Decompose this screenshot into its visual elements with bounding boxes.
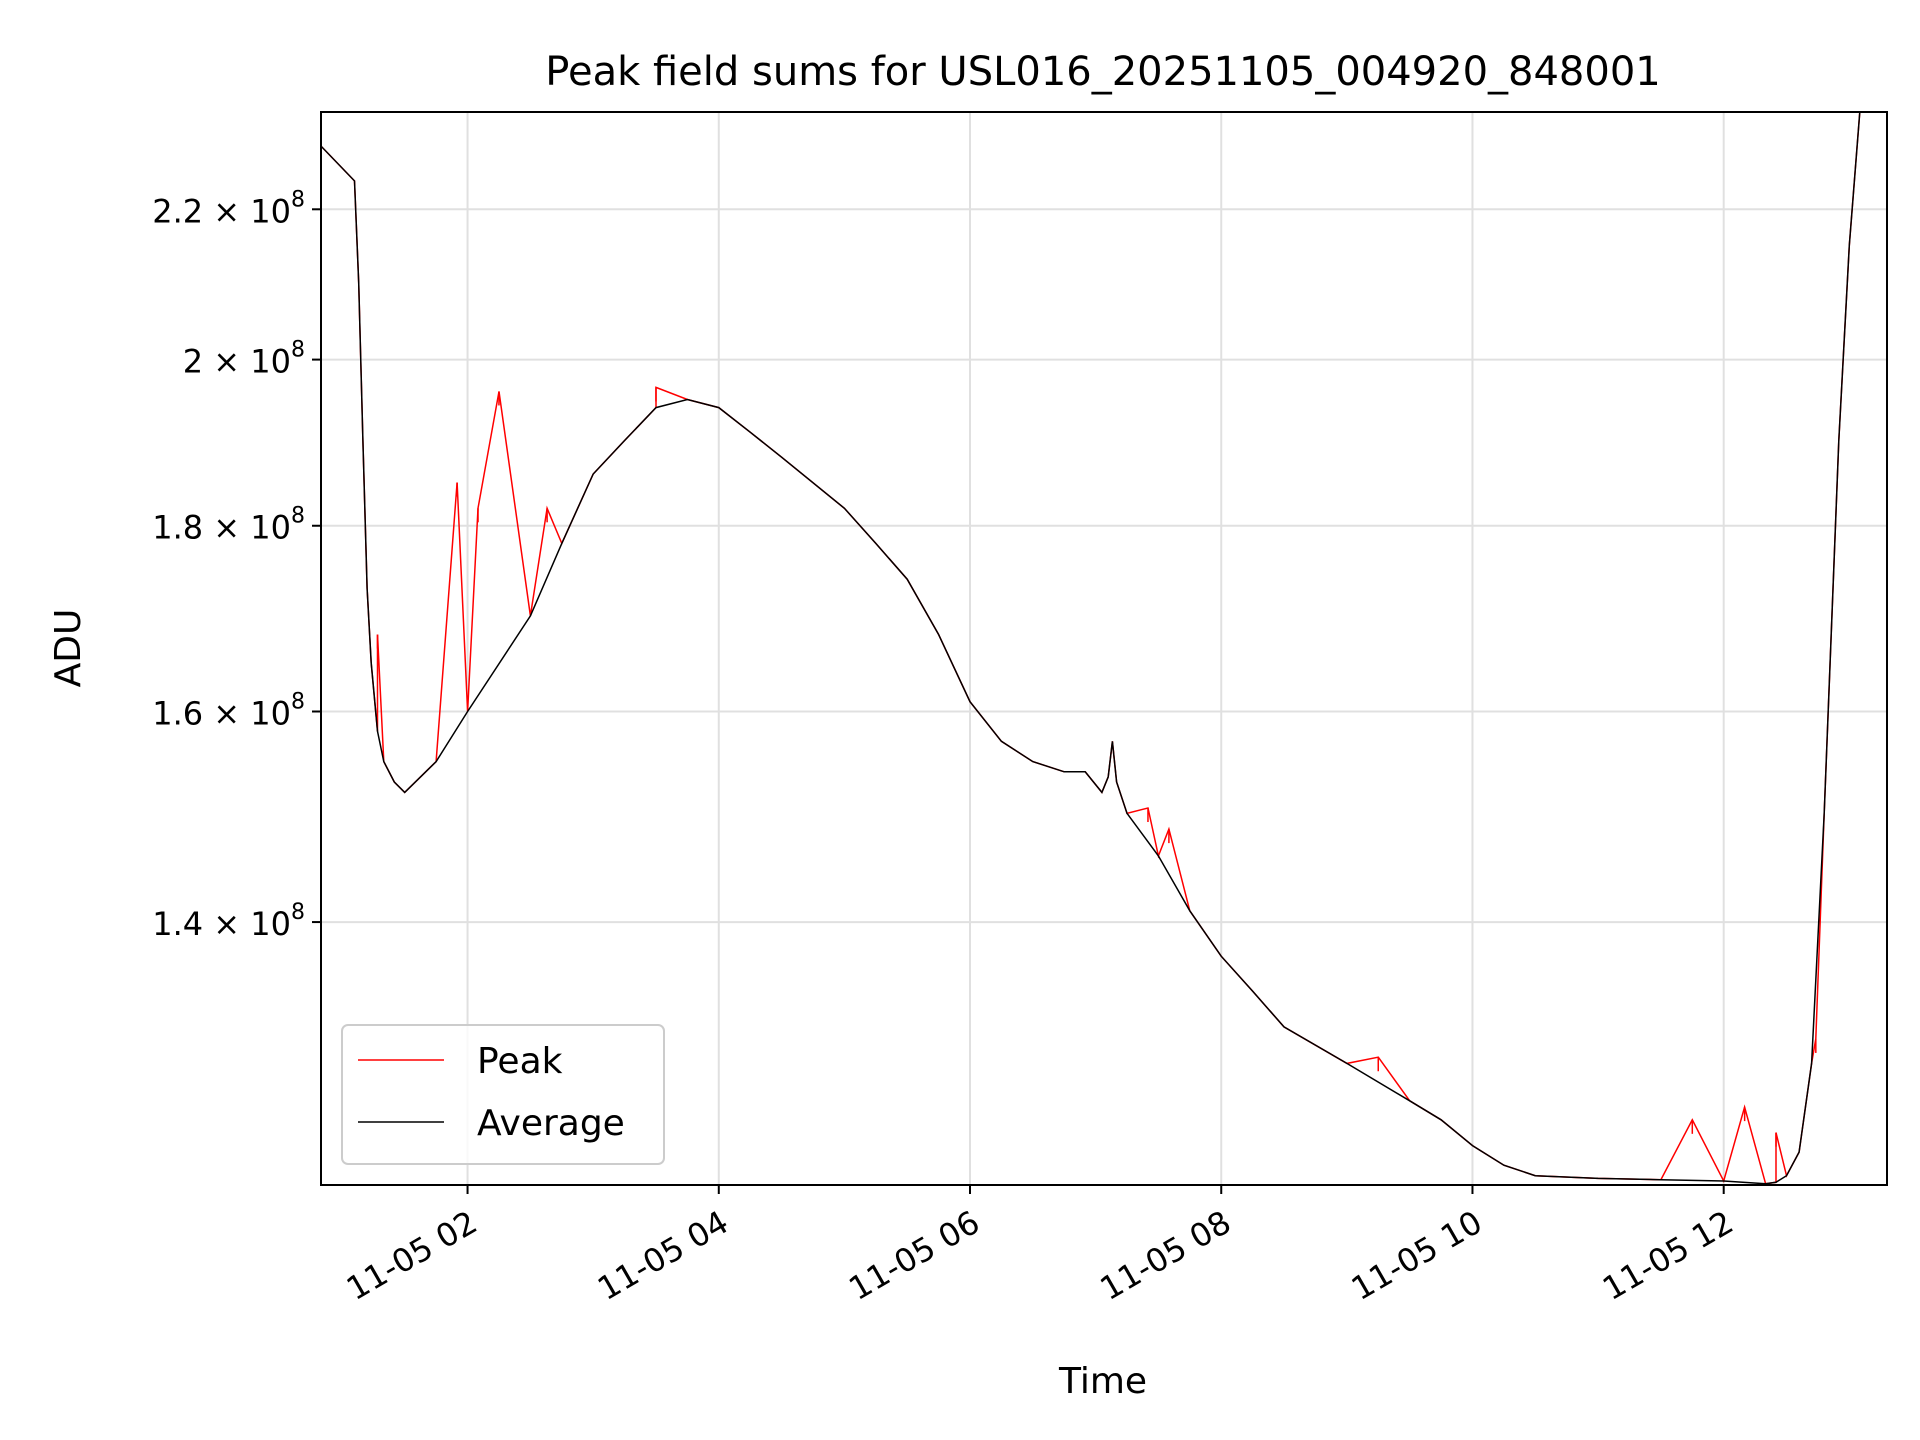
y-tick-label: 2 × 108 — [183, 338, 305, 381]
plot-area-frame — [320, 111, 1888, 1186]
average-series-line — [321, 112, 1861, 1185]
y-tick-label: 1.4 × 108 — [152, 900, 305, 943]
x-axis-label: Time — [1058, 1361, 1147, 1402]
y-axis: 1.4 × 108 1.6 × 108 1.8 × 108 2 × 108 2.2 × … — [152, 187, 321, 943]
legend-average-label: Average — [477, 1103, 625, 1144]
plot-series — [321, 112, 1861, 1185]
y-tick-label: 1.6 × 108 — [152, 689, 305, 732]
chart-title: Peak field sums for USL016_20251105_0049… — [545, 49, 1660, 95]
y-axis-label: ADU — [48, 609, 89, 688]
legend: Peak Average — [341, 1024, 665, 1165]
legend-peak-label: Peak — [477, 1041, 563, 1082]
grid-lines — [321, 112, 1887, 1185]
y-tick-label: 1.8 × 108 — [152, 504, 305, 547]
y-tick-label: 2.2 × 108 — [152, 187, 305, 230]
